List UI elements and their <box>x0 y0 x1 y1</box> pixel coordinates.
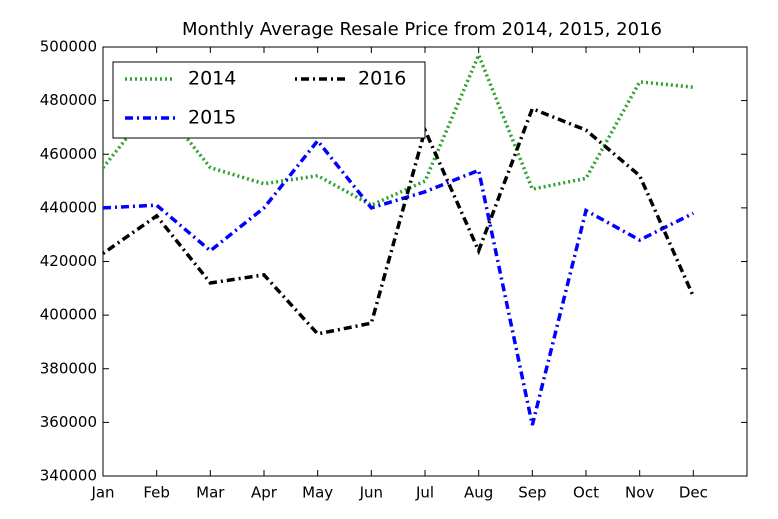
y-tick-label: 480000 <box>40 91 97 109</box>
x-tick-label: Apr <box>251 484 278 502</box>
y-tick-label: 340000 <box>40 467 97 485</box>
x-tick-label: Jan <box>90 484 114 502</box>
y-tick-label: 400000 <box>40 306 97 324</box>
x-tick-label: Oct <box>573 484 599 502</box>
x-tick-label: Mar <box>196 484 225 502</box>
y-tick-label: 500000 <box>40 38 97 56</box>
y-tick-label: 460000 <box>40 145 97 163</box>
legend-label: 2015 <box>188 107 236 129</box>
x-tick-label: Aug <box>464 484 493 502</box>
y-tick-label: 360000 <box>40 413 97 431</box>
chart-title: Monthly Average Resale Price from 2014, … <box>182 19 662 40</box>
legend-label: 2016 <box>358 68 406 90</box>
y-tick-label: 380000 <box>40 359 97 377</box>
x-tick-label: Nov <box>625 484 654 502</box>
line-series <box>101 50 694 208</box>
x-tick-label: Sep <box>518 484 546 502</box>
line-series <box>101 106 695 336</box>
y-tick-label: 440000 <box>40 198 97 216</box>
x-tick-label: Feb <box>143 484 170 502</box>
legend-box <box>112 61 426 139</box>
line-series <box>102 138 695 426</box>
x-tick-label: Jul <box>415 484 434 502</box>
x-tick-label: May <box>302 484 333 502</box>
x-tick-label: Jun <box>359 484 383 502</box>
y-tick-label: 420000 <box>40 252 97 270</box>
x-tick-label: Dec <box>679 484 708 502</box>
legend-label: 2014 <box>188 68 236 90</box>
